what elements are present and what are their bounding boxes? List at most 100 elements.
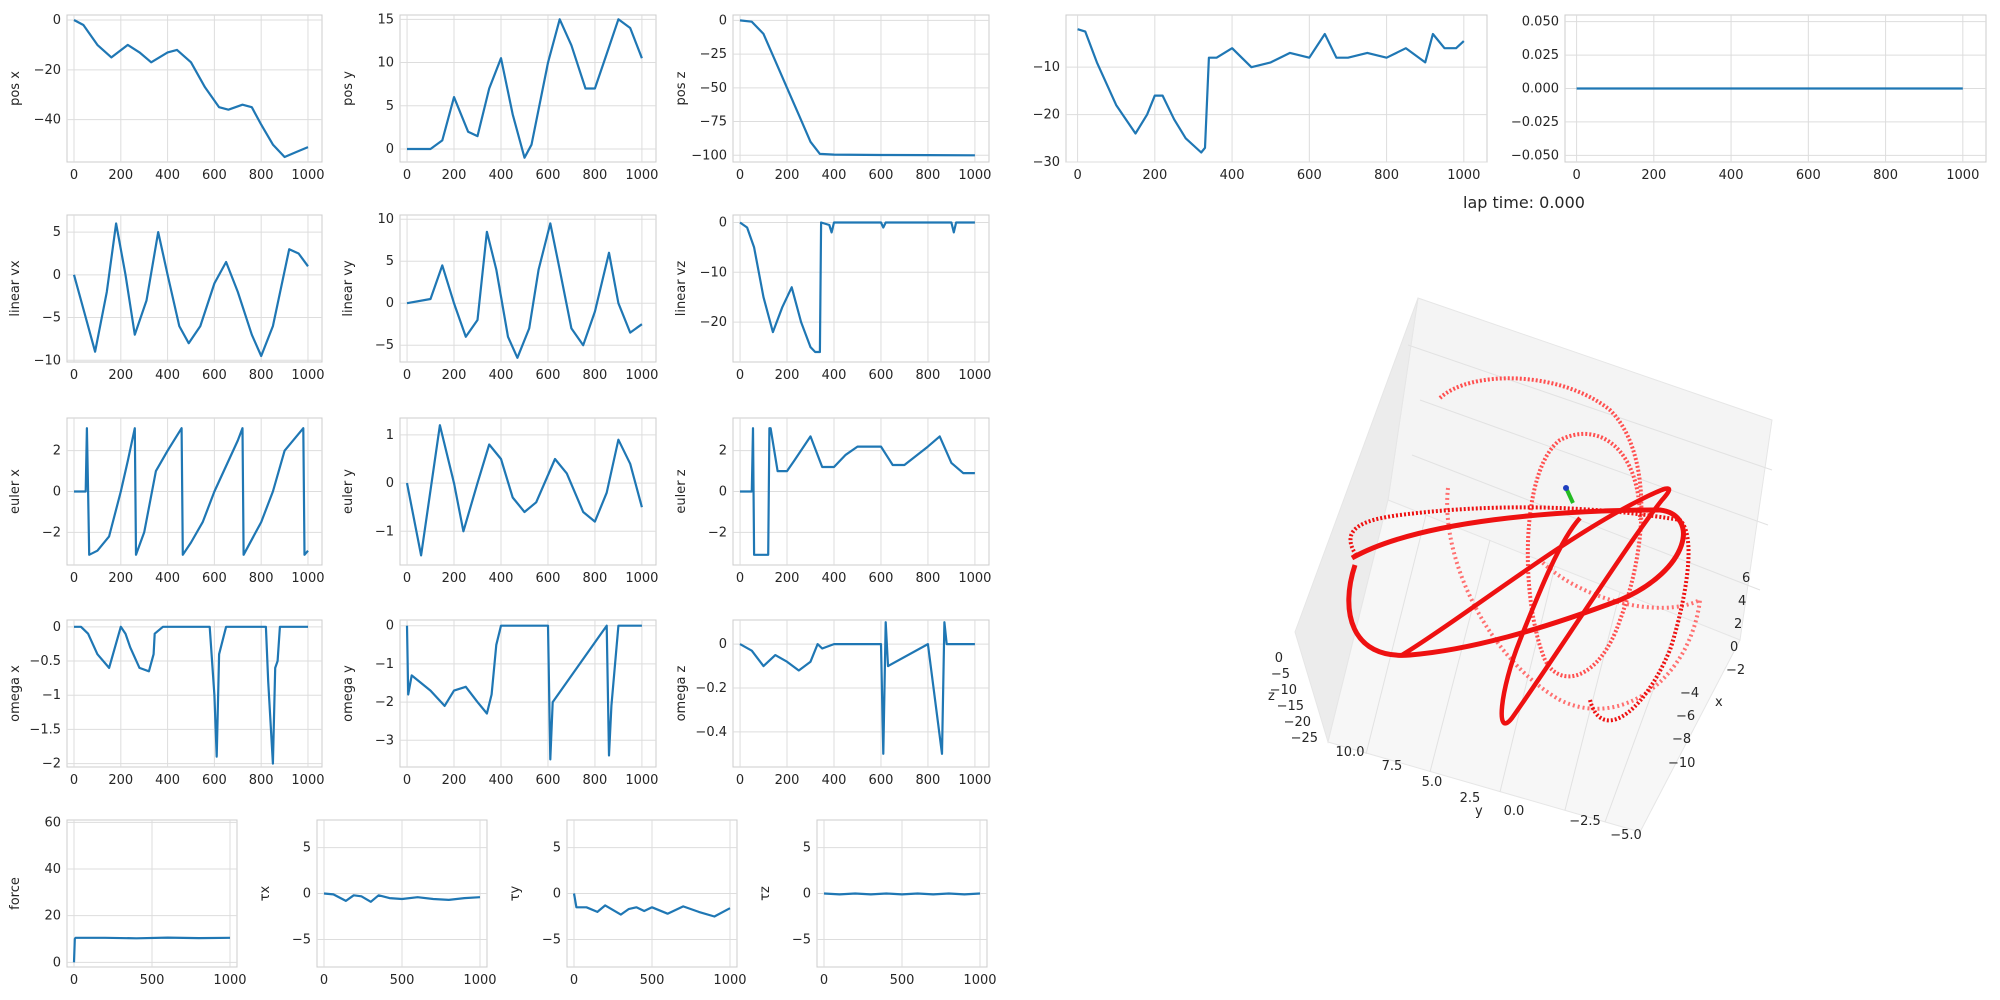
x-tick-3d: −8	[1672, 732, 1691, 747]
y-axis-label: omega z	[674, 665, 689, 721]
series-line	[73, 19, 309, 159]
series-line	[739, 19, 975, 157]
y-axis-label: pos x	[8, 71, 23, 106]
series-line	[1077, 28, 1465, 154]
x-tick-label: 200	[775, 168, 800, 183]
y-tick-label: −0.2	[695, 681, 727, 696]
y-tick-label: 0	[719, 485, 727, 500]
y-tick-label: −0.025	[1511, 115, 1559, 130]
x-tick-label: 0	[1073, 168, 1081, 183]
panel-linear_vy: 0 200 400 600 800 1000 10 5 0 −5 linear vy	[341, 212, 658, 383]
traj-cross	[1400, 486, 1672, 726]
x-tick-label: 400	[1220, 168, 1245, 183]
y-tick-label: 0	[553, 887, 561, 902]
x-tick-label: 0	[570, 973, 578, 988]
y-tick-label: −10	[34, 353, 61, 368]
x-tick-label: 800	[249, 571, 274, 586]
lap-time-label: lap time: 0.000	[1463, 193, 1585, 212]
x-tick-label: 200	[442, 168, 467, 183]
x-tick-label: 800	[916, 168, 941, 183]
x-tick-label: 1000	[958, 368, 991, 383]
y-tick-3d: 0.0	[1504, 804, 1525, 819]
x-tick-label: 0	[70, 368, 78, 383]
x-tick-label: 400	[489, 571, 514, 586]
panel-pos_flat: 0 200 400 600 800 1000 0.050 0.025 0.000 −0.025 −0…	[1511, 14, 1987, 183]
y-axis-label: euler x	[8, 469, 23, 514]
x-tick-label: 1000	[958, 168, 991, 183]
series-line	[405, 424, 643, 557]
x-tick-label: 400	[489, 168, 514, 183]
y-tick-label: −75	[700, 115, 727, 130]
z-tick-3d: −25	[1291, 731, 1318, 746]
x-tick-label: 1000	[625, 168, 658, 183]
y-tick-label: 0	[386, 296, 394, 311]
x-tick-label: 800	[1374, 168, 1399, 183]
y-tick-3d: 2.5	[1460, 791, 1481, 806]
plot-frame	[732, 14, 990, 163]
y-axis-label: pos y	[341, 71, 356, 106]
y-axis-label: omega x	[8, 665, 23, 722]
x-tick-label: 600	[1297, 168, 1322, 183]
y-tick-label: 10	[377, 56, 394, 71]
y-tick-label: −25	[700, 47, 727, 62]
x-tick-label: 400	[822, 368, 847, 383]
x-tick-label: 600	[869, 773, 894, 788]
z-tick-3d: −15	[1277, 699, 1304, 714]
series-line	[72, 936, 231, 963]
y-tick-label: 0	[53, 955, 61, 970]
x-tick-label: 400	[822, 168, 847, 183]
x-tick-label: 0	[70, 168, 78, 183]
panel-pos_extra: 0 200 400 600 800 1000 −10 −20 −30	[1033, 14, 1488, 183]
series-line	[739, 221, 975, 354]
y-tick-3d: −2.5	[1569, 814, 1601, 829]
x-tick-label: 0	[403, 168, 411, 183]
pane-floor	[1327, 499, 1741, 833]
x-tick-label: 0	[403, 571, 411, 586]
z-tick-3d: −5	[1271, 667, 1290, 682]
y-tick-label: −40	[34, 113, 61, 128]
x-tick-label: 800	[583, 168, 608, 183]
plot-frame	[66, 619, 323, 768]
x-tick-label: 0	[736, 773, 744, 788]
plot-frame	[66, 214, 323, 363]
x-tick-label: 400	[1719, 168, 1744, 183]
x-tick-label: 200	[442, 368, 467, 383]
x-tick-label: 200	[1641, 168, 1666, 183]
x-tick-label: 600	[202, 773, 227, 788]
x-tick-label: 1000	[291, 168, 324, 183]
x-tick-label: 400	[155, 368, 180, 383]
x-tick-label: 0	[1572, 168, 1580, 183]
y-axis-label: euler y	[341, 469, 356, 514]
series-line	[406, 222, 643, 359]
x-tick-label: 1000	[291, 571, 324, 586]
plot-frame	[66, 14, 323, 163]
y-tick-label: 0	[386, 619, 394, 634]
y-tick-3d: 5.0	[1422, 775, 1443, 790]
y-axis-label: linear vz	[674, 261, 689, 317]
x-tick-label: 800	[583, 773, 608, 788]
panel-euler_y: 0 200 400 600 800 1000 1 0 −1 euler y	[341, 417, 658, 586]
x-tick-label: 600	[536, 773, 561, 788]
y-tick-label: −0.5	[29, 654, 61, 669]
traj-loop-a	[1438, 376, 1644, 679]
x-tick-3d: 0	[1730, 640, 1738, 655]
x-tick-label: 400	[155, 773, 180, 788]
x-tick-3d: −10	[1668, 756, 1695, 771]
x-tick-3d: 4	[1738, 594, 1746, 609]
y-axis-label: τy	[508, 885, 523, 901]
x-tick-label: 800	[916, 571, 941, 586]
y-tick-label: −10	[700, 265, 727, 280]
panel-pos_y: 0 200 400 600 800 1000 0 5 10 15 pos y	[341, 12, 658, 183]
y-axis-label: linear vy	[341, 260, 356, 317]
y-tick-label: 0	[719, 637, 727, 652]
y-tick-label: 0.025	[1522, 48, 1559, 63]
y-tick-label: 0	[719, 215, 727, 230]
y-tick-label: 2	[719, 444, 727, 459]
x-tick-label: 0	[70, 571, 78, 586]
x-tick-label: 200	[1142, 168, 1167, 183]
x-tick-label: 800	[1873, 168, 1898, 183]
x-tick-label: 400	[822, 571, 847, 586]
y-tick-3d: −5.0	[1610, 828, 1642, 843]
trajectory-3d-plot: 6 4 2 0 −2 −4 −6 −8 −10 10.0 7.5 5.0 2.5 0.0 −2.5 −5.0 0…	[1268, 297, 1773, 843]
